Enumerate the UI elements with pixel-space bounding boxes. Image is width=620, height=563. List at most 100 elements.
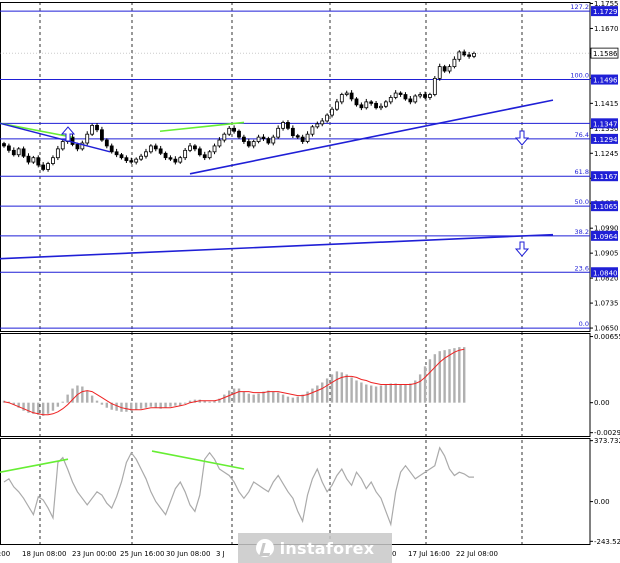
candle-body <box>349 92 354 100</box>
candle-body <box>359 104 364 109</box>
candle-body <box>286 122 290 129</box>
macd-bar <box>409 383 412 403</box>
candle-body <box>6 145 11 151</box>
x-axis-label: 3 J <box>216 550 225 558</box>
macd-bar <box>218 398 221 403</box>
candle-body <box>55 148 60 159</box>
candle-body <box>261 136 266 139</box>
price-axis-tick-label: 1.0905 <box>594 250 619 258</box>
candle-body <box>168 157 173 160</box>
macd-bar <box>384 384 388 403</box>
fib-price-tag <box>591 267 618 278</box>
macd-bar <box>433 354 437 403</box>
candle-body <box>197 148 202 156</box>
candle-body <box>129 160 134 163</box>
candle-body <box>413 95 418 103</box>
macd-axis-tick-label: 0.00655 <box>594 333 620 341</box>
candle-body <box>51 157 55 164</box>
macd-bar <box>365 384 368 403</box>
buy-arrow-icon <box>60 126 76 142</box>
candle-body <box>178 157 183 163</box>
x-axis-label: 23 Jun 00:00 <box>72 550 116 558</box>
macd-bar <box>316 385 319 403</box>
macd-signal-line <box>3 348 465 416</box>
macd-bar <box>355 380 358 403</box>
fib-price-tag-label: 1.1167 <box>593 173 618 181</box>
macd-bar <box>428 359 432 403</box>
price-axis-tick-label: 1.1415 <box>594 100 619 108</box>
macd-bar <box>374 386 378 403</box>
candle-body <box>393 92 398 98</box>
cci-axis-tick-label: 373.7321 <box>594 437 620 445</box>
candle-body <box>232 127 237 132</box>
x-axis-label: 0 <box>392 550 396 558</box>
sell-arrow-icon <box>514 130 530 146</box>
macd-bar <box>193 399 197 403</box>
price-axis-tick-label: 1.0735 <box>594 300 619 308</box>
candle-body <box>374 102 378 109</box>
fib-price-tag <box>591 74 618 85</box>
price-axis-tick-label: 1.1330 <box>594 125 619 133</box>
macd-bar <box>95 400 99 403</box>
price-axis-tick-label: 1.0990 <box>594 225 619 233</box>
price-axis-tick-label: 1.1755 <box>594 0 619 8</box>
candle-body <box>144 151 148 157</box>
macd-bar <box>423 366 427 403</box>
price-axis-tick-label: 1.1245 <box>594 150 619 158</box>
candle-body <box>202 154 207 159</box>
macd-bar <box>321 382 324 403</box>
macd-bar <box>306 391 309 403</box>
macd-bar <box>340 372 344 403</box>
candle-body <box>330 108 334 116</box>
fib-price-tag <box>591 6 618 17</box>
candle-body <box>432 77 437 95</box>
candle-body <box>153 145 158 150</box>
candle-body <box>114 151 119 156</box>
macd-bar <box>134 402 138 410</box>
macd-bar <box>301 394 304 403</box>
macd-bar <box>100 402 104 405</box>
fib-level-percent-label: 100.0 <box>570 72 589 80</box>
candle-body <box>310 126 315 135</box>
candle-body <box>95 124 99 131</box>
macd-bar <box>46 402 50 414</box>
instaforex-logo-icon <box>255 539 274 557</box>
candle-body <box>207 151 212 159</box>
macd-bar <box>139 402 143 409</box>
macd-bar <box>286 396 290 403</box>
fib-price-tag-label: 1.1496 <box>593 77 618 85</box>
macd-bar <box>369 385 373 403</box>
candle-body <box>90 124 95 135</box>
macd-axis-tick-label: -0.00297 <box>594 429 620 437</box>
macd-bar <box>188 400 192 403</box>
candle-body <box>222 133 227 141</box>
macd-bar <box>125 402 128 412</box>
fib-price-tag <box>591 230 618 241</box>
fib-level-percent-label: 50.0 <box>575 198 589 206</box>
candle-body <box>183 149 188 159</box>
macd-bar <box>51 402 55 411</box>
macd-bar <box>41 402 45 416</box>
macd-bar <box>105 402 109 408</box>
watermark: instaforex <box>238 533 392 563</box>
candle-body <box>139 155 143 160</box>
macd-bar <box>379 385 383 403</box>
candle-body <box>467 54 472 57</box>
candle-body <box>148 145 153 153</box>
macd-bar <box>115 402 118 411</box>
macd-bar <box>56 402 60 407</box>
macd-bar <box>252 394 255 403</box>
candle-body <box>100 129 104 141</box>
candle-body <box>437 66 442 79</box>
fib-level-percent-label: 0.0 <box>579 320 589 328</box>
macd-bar <box>247 393 250 403</box>
candle-body <box>241 136 246 142</box>
macd-bar <box>86 390 89 403</box>
macd-bar <box>267 390 270 403</box>
macd-bar <box>169 402 172 407</box>
macd-bar <box>7 401 11 403</box>
candle-body <box>472 53 476 57</box>
macd-bar <box>61 401 64 403</box>
candle-body <box>428 94 432 98</box>
x-axis-label: 18 Jun 08:00 <box>22 550 66 558</box>
